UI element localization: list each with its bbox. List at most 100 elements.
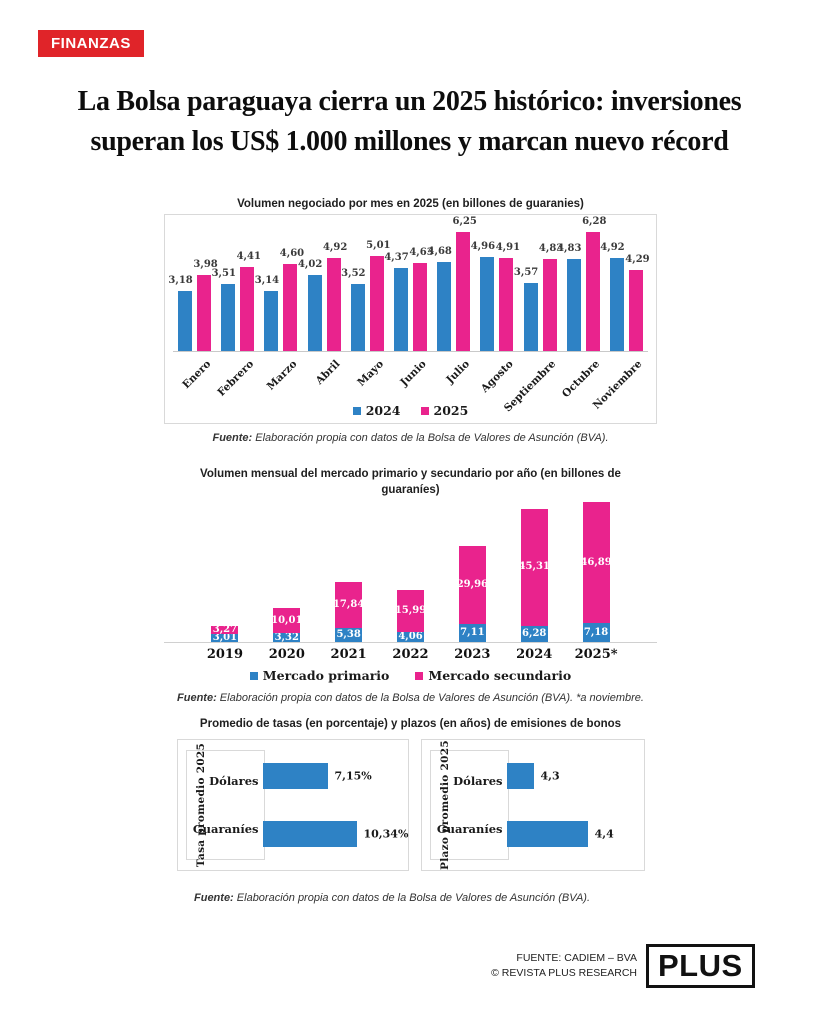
value-label: 4,4 [594, 827, 614, 841]
month-label: Abril [313, 358, 343, 387]
bar-tasa-promedio-2025-dolares [262, 763, 328, 790]
chart-monthly-bars: 3,18 3,98 3,51 4,41 3,14 4,60 4,02 4,92 3,52 5,01… [168, 216, 650, 352]
bar-group-noviembre: 4,92 4,29 [600, 218, 650, 351]
year-label-2025-: 2025* [574, 647, 618, 662]
year-label-2022: 2022 [392, 647, 429, 662]
bar-group-mayo: 3,52 5,01 [341, 218, 391, 351]
bar-tasa-promedio-2025-guaranies [262, 820, 357, 847]
chart-monthly-plot-box: 3,18 3,98 3,51 4,41 3,14 4,60 4,02 4,92 3,52 5,01… [164, 214, 657, 424]
stacked-bar-2022: 4,06 15,99 [394, 590, 427, 642]
chart-monthly-axis-labels: Enero Febrero Marzo Abril Mayo Junio Julio Agos… [173, 354, 648, 414]
legend-item-2025: 2025 [420, 403, 469, 418]
bar-2025-agosto [499, 257, 514, 351]
bond-panel-tasa-promedio-2025: Tasa promedio 2025 Dólares Guaraníes 7,15% 1… [176, 739, 409, 871]
segment-value-label: 15,99 [394, 604, 427, 616]
segment-value-label: 10,01 [271, 614, 303, 626]
value-label-2024: 4,37 [384, 251, 409, 263]
chart-monthly-title: Volumen negociado por mes en 2025 (en bi… [237, 198, 584, 210]
chart-bonds-title: Promedio de tasas (en porcentaje) y plaz… [199, 718, 622, 730]
source-label: Fuente: [194, 892, 234, 904]
bar-group-marzo: 3,14 4,60 [255, 218, 304, 351]
axis-label-cell: Abril [303, 354, 346, 404]
bar-2024-septiembre [523, 283, 538, 351]
legend-label: Mercado primario [262, 668, 390, 683]
month-label: Mayo [355, 358, 386, 389]
segment-value-label: 5,38 [336, 629, 361, 641]
category-label-dolares: Dólares [453, 774, 503, 789]
axis-label-cell: Junio [389, 354, 432, 404]
value-label-2025: 4,91 [495, 241, 521, 253]
segment-mercado-primario-2019: 3,01 [211, 633, 239, 643]
page-title: La Bolsa paraguaya cierra un 2025 histór… [0, 82, 819, 162]
chart-bonds-panels: Tasa promedio 2025 Dólares Guaraníes 7,15% 1… [164, 739, 657, 871]
axis-title: Tasa promedio 2025 [194, 742, 207, 868]
bar-2025-enero [197, 275, 212, 351]
segment-value-label: 7,11 [460, 626, 485, 638]
segment-value-label: 45,31 [518, 561, 550, 573]
segment-value-label: 7,18 [583, 626, 609, 638]
stacked-bar-2023: 7,11 29,96 [456, 546, 489, 642]
segment-mercado-primario-2020: 3,32 [273, 632, 301, 642]
stack-slot-2024: 6,28 45,31 [503, 500, 565, 642]
legend-item-mercado-secundario: Mercado secundario [415, 668, 571, 683]
value-label-2024: 3,57 [513, 267, 539, 279]
bar-2024-junio [394, 267, 409, 351]
value-label-2024: 3,18 [168, 274, 193, 286]
axis-label-box: Plazo promedio 2025 Dólares Guaraníes [429, 740, 509, 870]
segment-mercado-secundario-2020: 10,01 [271, 607, 303, 634]
axis-label-cell: Enero [173, 354, 216, 404]
bar-group-febrero: 3,51 4,41 [212, 218, 261, 351]
year-label-2023: 2023 [454, 647, 491, 662]
bar-2024-abril [307, 274, 322, 351]
bar-2025-octubre [585, 231, 600, 351]
source-text: Elaboración propia con datos de la Bolsa… [233, 892, 591, 904]
segment-value-label: 29,96 [456, 578, 489, 590]
stack-slot-2021: 5,38 17,84 [318, 500, 380, 642]
stacked-bar-2024: 6,28 45,31 [518, 508, 550, 642]
value-label-2025: 3,98 [193, 259, 218, 271]
source-text: Elaboración propia con datos de la Bolsa… [252, 432, 609, 444]
bar-2024-julio [437, 262, 452, 351]
month-label: Junio [398, 358, 430, 389]
bar-plazo-promedio-2025-guaranies [506, 820, 588, 847]
stacked-bar-2025-: 7,18 46,89 [580, 502, 612, 642]
bar-2024-febrero [221, 284, 236, 351]
axis-label-cell: Septiembre [502, 354, 562, 414]
bar-2025-septiembre [542, 259, 557, 351]
bar-group-abril: 4,02 4,92 [298, 218, 347, 351]
bar-group-agosto: 4,96 4,91 [471, 218, 521, 351]
stack-slot-2025-: 7,18 46,89 [565, 500, 627, 642]
bar-2025-febrero [240, 267, 255, 351]
chart-monthly-source: Fuente: Elaboración propia con datos de … [164, 432, 657, 444]
segment-value-label: 17,84 [332, 599, 365, 611]
stacked-bar-2021: 5,38 17,84 [332, 582, 365, 642]
legend-label: Mercado secundario [428, 668, 572, 683]
month-label: Febrero [215, 358, 257, 399]
bar-2025-julio [456, 232, 471, 351]
bar-2024-octubre [566, 259, 581, 351]
bar-2024-mayo [350, 284, 365, 351]
bar-group-enero: 3,18 3,98 [168, 218, 218, 351]
category-label-guaranies: Guaraníes [436, 821, 503, 836]
legend-swatch [352, 406, 361, 415]
chart-yearly-legend: Mercado primario Mercado secundario [164, 668, 657, 683]
axis-label-cell: Marzo [259, 354, 302, 404]
chart-monthly-legend: 2024 2025 [165, 403, 656, 418]
chart-bonds: Promedio de tasas (en porcentaje) y plaz… [164, 718, 657, 904]
bar-plazo-promedio-2025-dolares [506, 763, 534, 790]
axis-label-cell: Mayo [346, 354, 389, 404]
chart-yearly-bars: 3,01 3,27 3,32 10,01 5,38 17,84 4,06 15,99 7,11 2… [164, 500, 657, 643]
segment-mercado-secundario-2021: 17,84 [332, 582, 365, 629]
bar-2025-mayo [369, 255, 384, 351]
stack-slot-2023: 7,11 29,96 [441, 500, 503, 642]
bar-2025-marzo [283, 263, 298, 351]
legend-item-2024: 2024 [352, 403, 401, 418]
value-label: 4,3 [540, 769, 560, 783]
stacked-bar-2019: 3,01 3,27 [211, 625, 239, 643]
axis-label-cell: Febrero [215, 354, 259, 404]
month-label: Octubre [559, 358, 602, 401]
year-label-2020: 2020 [268, 647, 305, 662]
legend-label: 2025 [433, 403, 469, 418]
year-label-2021: 2021 [330, 647, 367, 662]
legend-item-mercado-primario: Mercado primario [249, 668, 390, 683]
